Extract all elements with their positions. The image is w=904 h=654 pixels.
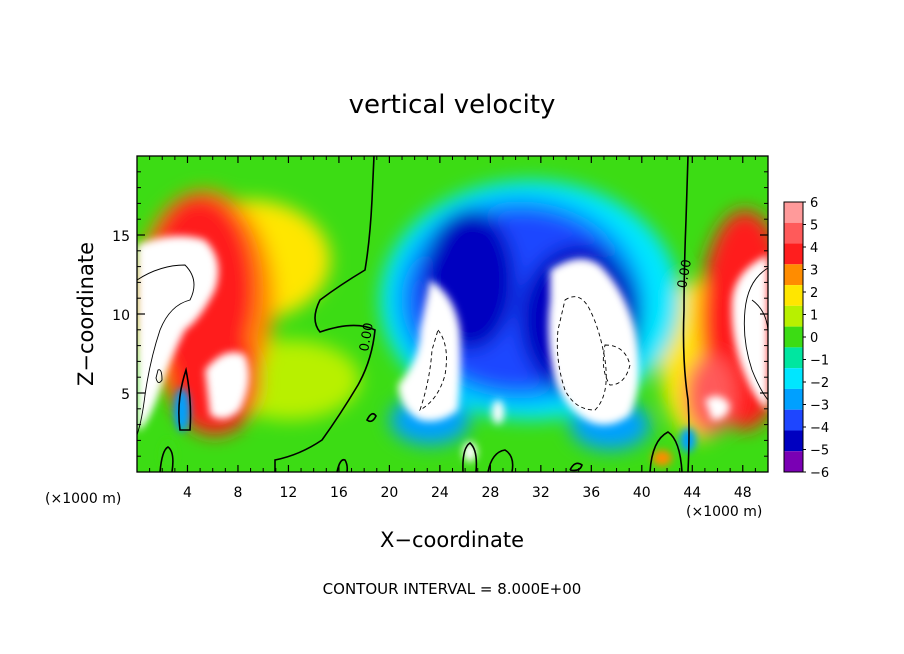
y-axis-label: Z−coordinate xyxy=(74,242,98,386)
colorbar-label: 4 xyxy=(810,241,818,256)
colorbar-label: −5 xyxy=(810,444,829,459)
x-tick-label: 4 xyxy=(183,485,192,501)
chart-title: vertical velocity xyxy=(349,90,556,120)
contour-lines-thin xyxy=(137,264,768,436)
x-unit-right: (×1000 m) xyxy=(686,504,762,520)
colorbar-swatch xyxy=(784,368,803,389)
colorbar-swatch xyxy=(784,409,803,431)
x-tick-label: 32 xyxy=(532,485,550,501)
colorbar-label: 5 xyxy=(810,219,818,234)
contour-interval-note: CONTOUR INTERVAL = 8.000E+00 xyxy=(323,580,582,598)
x-tick-label: 12 xyxy=(280,485,298,501)
x-axis-label: X−coordinate xyxy=(380,528,524,552)
colorbar-label: −2 xyxy=(810,376,829,391)
x-tick-label: 24 xyxy=(431,485,449,501)
colorbar-swatch xyxy=(784,202,803,223)
x-tick-label: 8 xyxy=(233,485,242,501)
colorbar-swatch xyxy=(784,326,803,348)
y-tick-label: 5 xyxy=(121,387,130,403)
x-tick-label: 48 xyxy=(734,485,752,501)
colorbar-label: −6 xyxy=(810,466,829,481)
colorbar-swatch xyxy=(784,243,803,265)
colorbar-swatch xyxy=(784,305,803,327)
colorbar-label: 2 xyxy=(810,286,818,301)
colorbar-swatch xyxy=(784,388,803,410)
colorbar-swatch xyxy=(784,451,803,472)
colorbar: 6 5 4 3 2 1 0 −1 −2 −3 −4 −5 −6 xyxy=(783,196,829,481)
contour-labels: 0.00 0.00 xyxy=(357,258,695,352)
x-axis: 4 8 12 16 20 24 28 32 36 40 44 48 xyxy=(149,156,756,501)
x-tick-label: 44 xyxy=(683,485,701,501)
x-unit-left: (×1000 m) xyxy=(45,491,121,507)
colorbar-label: 3 xyxy=(810,264,818,279)
contour-label: 0.00 xyxy=(675,258,695,289)
colorbar-swatch xyxy=(784,347,803,369)
colorbar-swatch xyxy=(784,264,803,286)
contour-lines xyxy=(159,156,690,472)
y-axis: 5 10 15 xyxy=(112,171,768,457)
x-tick-label: 40 xyxy=(633,485,651,501)
y-tick-label: 15 xyxy=(112,229,130,245)
x-tick-label: 16 xyxy=(330,485,348,501)
colorbar-swatch xyxy=(784,430,803,452)
colorbar-label: −4 xyxy=(810,421,829,436)
x-tick-label: 28 xyxy=(481,485,499,501)
colorbar-label: 1 xyxy=(810,309,818,324)
colorbar-swatch xyxy=(784,222,803,244)
colorbar-label: −3 xyxy=(810,399,829,414)
heatmap-field xyxy=(137,156,768,472)
x-tick-label: 20 xyxy=(380,485,398,501)
y-tick-label: 10 xyxy=(112,308,130,324)
colorbar-label: −1 xyxy=(810,354,829,369)
colorbar-label: 0 xyxy=(810,331,818,346)
contour-label: 0.00 xyxy=(357,322,377,353)
colorbar-label: 6 xyxy=(810,196,818,211)
colorbar-swatch xyxy=(784,285,803,306)
contour-lines-negative xyxy=(419,296,631,411)
x-tick-label: 36 xyxy=(582,485,600,501)
